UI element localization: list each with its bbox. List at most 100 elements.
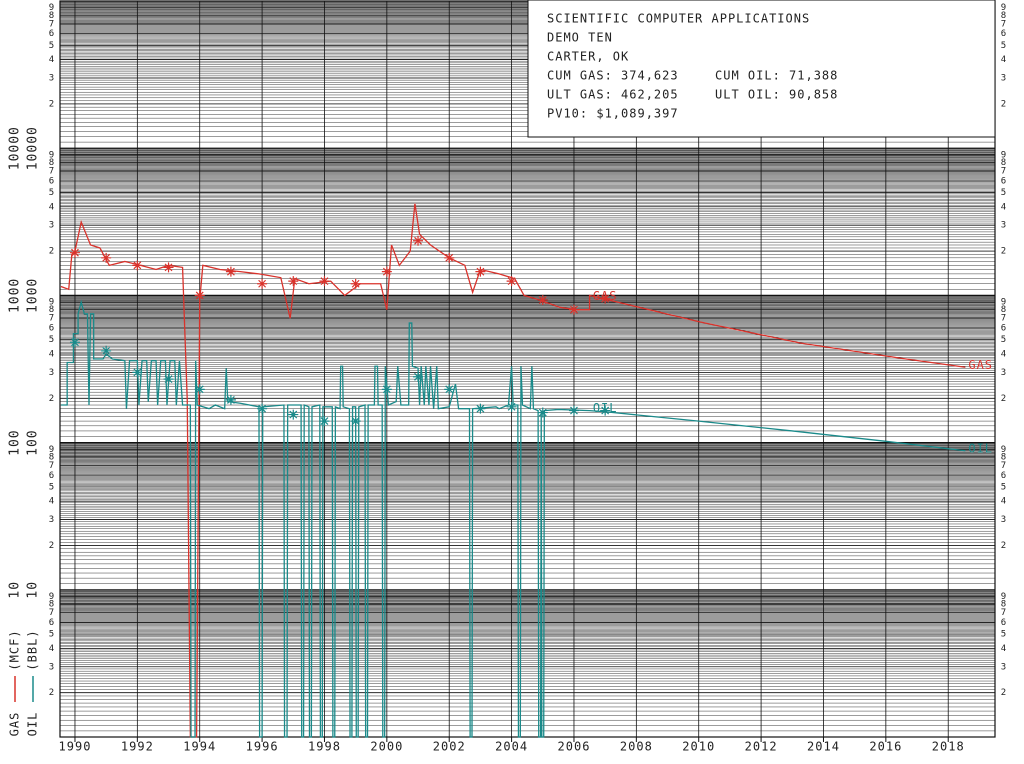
y-decade-label: 100 <box>8 429 23 455</box>
x-tick-label: 2014 <box>807 740 840 754</box>
y-tick-label: 7 <box>49 314 55 324</box>
y-tick-label: 2 <box>49 99 55 109</box>
annotation: SCIENTIFIC COMPUTER APPLICATIONS <box>547 12 810 26</box>
y-tick-label: 3 <box>49 662 55 672</box>
y-tick-label: 5 <box>1001 41 1007 51</box>
info-box-bg <box>527 0 996 138</box>
y-tick-label: 3 <box>49 368 55 378</box>
y-tick-label: 8 <box>1001 158 1007 168</box>
y-tick-label: 5 <box>49 41 55 51</box>
x-tick-label: 2000 <box>370 740 403 754</box>
x-tick-label: 2012 <box>745 740 778 754</box>
marker <box>132 260 143 271</box>
marker <box>350 278 361 289</box>
x-tick-label: 2018 <box>932 740 965 754</box>
x-tick-label: 2008 <box>620 740 653 754</box>
y-tick-label: 7 <box>49 167 55 177</box>
x-tick-label: 2004 <box>495 740 528 754</box>
y-tick-label: 3 <box>1001 221 1007 231</box>
marker <box>194 384 205 395</box>
x-tick-label: 1996 <box>246 740 279 754</box>
x-tick-label: 2010 <box>682 740 715 754</box>
info-box: SCIENTIFIC COMPUTER APPLICATIONS DEMO TEN… <box>527 0 996 138</box>
y-tick-label: 6 <box>1001 618 1007 628</box>
y-tick-label: 4 <box>1001 202 1007 212</box>
y-tick-label: 3 <box>49 73 55 83</box>
marker <box>537 407 548 418</box>
y-tick-label: 8 <box>49 600 55 610</box>
annotation: ULT OIL: 90,858 <box>715 88 838 102</box>
annotation: CUM GAS: 374,623 <box>547 69 679 83</box>
y-tick-label: 6 <box>49 324 55 334</box>
marker <box>381 384 392 395</box>
y-tick-label: 8 <box>49 452 55 462</box>
y-tick-label: 5 <box>1001 482 1007 492</box>
marker <box>506 401 517 412</box>
y-decade-label: 10000 <box>8 126 23 170</box>
y-tick-label: 9 <box>49 592 55 602</box>
y-tick-label: 8 <box>49 305 55 315</box>
y-tick-label: 2 <box>1001 394 1007 404</box>
y-tick-label: 7 <box>1001 19 1007 29</box>
y-tick-label: 6 <box>49 176 55 186</box>
y-tick-label: 9 <box>49 445 55 455</box>
y-decade-label: 100 <box>26 429 41 455</box>
marker <box>163 374 174 385</box>
y-tick-label: 8 <box>1001 600 1007 610</box>
y-tick-label: 4 <box>1001 497 1007 507</box>
y-tick-label: 6 <box>49 29 55 39</box>
y-tick-label: 2 <box>1001 99 1007 109</box>
y-tick-label: 6 <box>1001 176 1007 186</box>
marker <box>600 293 611 304</box>
series-line <box>60 299 966 738</box>
y-tick-label: 5 <box>1001 335 1007 345</box>
y-tick-label: 9 <box>1001 3 1007 13</box>
y-tick-label: 7 <box>1001 167 1007 177</box>
annotation: CARTER, OK <box>547 50 629 64</box>
y-tick-label: 7 <box>1001 314 1007 324</box>
y-decade-label: 10 <box>8 581 23 599</box>
y-tick-label: 3 <box>1001 368 1007 378</box>
marker <box>101 345 112 356</box>
legend-name: OIL <box>26 712 40 737</box>
y-tick-label: 3 <box>49 221 55 231</box>
marker <box>163 262 174 273</box>
marker <box>225 266 236 277</box>
y-decade-label: 1000 <box>8 278 23 313</box>
marker <box>194 290 205 301</box>
y-tick-label: 6 <box>1001 471 1007 481</box>
marker <box>475 403 486 414</box>
marker <box>568 405 579 416</box>
y-tick-label: 4 <box>1001 644 1007 654</box>
x-tick-label: 1994 <box>183 740 216 754</box>
y-tick-label: 3 <box>49 515 55 525</box>
annotation: CUM OIL: 71,388 <box>715 69 838 83</box>
x-tick-label: 2002 <box>433 740 466 754</box>
marker <box>381 266 392 277</box>
marker <box>288 276 299 287</box>
x-tick-label: 1992 <box>121 740 154 754</box>
series-label: GAS <box>968 358 993 372</box>
y-tick-label: 7 <box>49 608 55 618</box>
y-tick-label: 3 <box>1001 662 1007 672</box>
y-tick-label: 5 <box>49 335 55 345</box>
y-tick-label: 6 <box>1001 29 1007 39</box>
marker <box>537 295 548 306</box>
y-tick-label: 2 <box>49 688 55 698</box>
annotation: PV10: $1,089,397 <box>547 107 679 121</box>
y-decade-label: 1000 <box>26 278 41 313</box>
y-tick-label: 6 <box>49 618 55 628</box>
y-tick-label: 6 <box>49 471 55 481</box>
annotation: DEMO TEN <box>547 31 613 45</box>
y-tick-label: 2 <box>49 247 55 257</box>
y-tick-label: 7 <box>49 19 55 29</box>
y-tick-label: 2 <box>1001 247 1007 257</box>
marker <box>257 403 268 414</box>
y-decade-label: 10 <box>26 581 41 599</box>
marker <box>350 416 361 427</box>
y-tick-label: 2 <box>49 541 55 551</box>
marker <box>225 394 236 405</box>
y-tick-label: 7 <box>49 461 55 471</box>
